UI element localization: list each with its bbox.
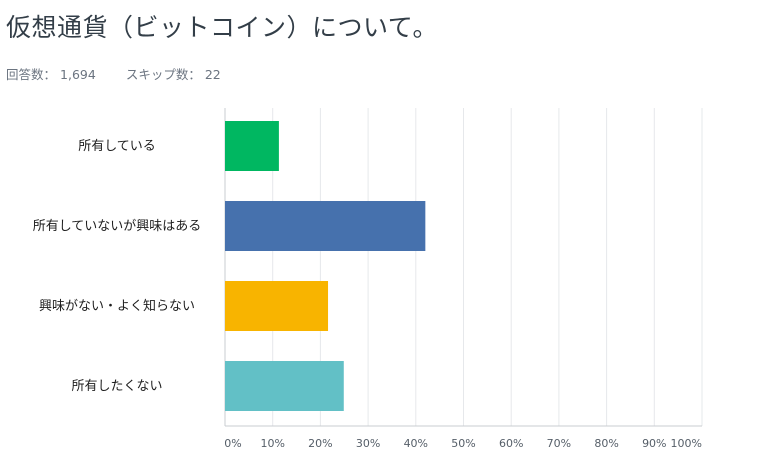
x-tick-label: 70% bbox=[547, 437, 571, 450]
x-tick-label: 10% bbox=[260, 437, 284, 450]
question-title: 仮想通貨（ビットコイン）について。 bbox=[6, 13, 439, 42]
category-label: 興味がない・よく知らない bbox=[39, 298, 195, 314]
bar-3 bbox=[225, 281, 329, 331]
category-label: 所有している bbox=[78, 139, 156, 154]
x-tick-label: 30% bbox=[356, 437, 380, 450]
x-tick-label: 0% bbox=[224, 437, 241, 450]
category-label: 所有していないが興味はある bbox=[33, 219, 202, 234]
response-stats: 回答数： 1,694 スキップ数： 22 bbox=[6, 64, 225, 83]
x-tick-label: 50% bbox=[451, 437, 475, 450]
answered-count: 1,694 bbox=[60, 67, 96, 82]
category-label: 所有したくない bbox=[71, 379, 162, 394]
bar-1 bbox=[225, 121, 279, 171]
x-tick-label: 40% bbox=[404, 437, 428, 450]
answered-label: 回答数： bbox=[6, 67, 57, 82]
bar-4 bbox=[225, 361, 344, 411]
x-tick-label: 80% bbox=[594, 437, 618, 450]
x-tick-label: 60% bbox=[499, 437, 523, 450]
x-tick-label: 100% bbox=[671, 437, 702, 450]
skipped-count: 22 bbox=[204, 67, 221, 82]
skipped-label: スキップ数： bbox=[125, 67, 201, 82]
bar-2 bbox=[225, 201, 426, 251]
x-tick-label: 20% bbox=[308, 437, 332, 450]
x-tick-label: 90% bbox=[642, 437, 666, 450]
